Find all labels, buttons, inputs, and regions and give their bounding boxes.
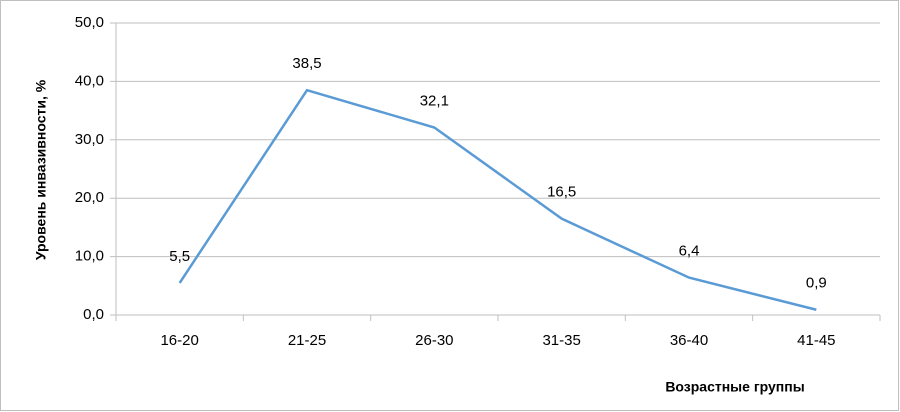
y-axis-label: Уровень инвазивности, %: [33, 79, 49, 260]
x-tick-label: 31-35: [542, 332, 580, 349]
data-label: 0,9: [806, 275, 827, 292]
y-tick-label: 20,0: [75, 189, 104, 206]
data-label: 32,1: [420, 93, 449, 110]
y-tick-label: 30,0: [75, 131, 104, 148]
x-tick-label: 21-25: [288, 332, 326, 349]
x-tick-label: 41-45: [797, 332, 835, 349]
x-tick-label: 36-40: [670, 332, 708, 349]
data-label: 6,4: [679, 243, 700, 260]
data-label: 16,5: [547, 184, 576, 201]
data-label: 38,5: [292, 55, 321, 72]
y-tick-label: 10,0: [75, 248, 104, 265]
x-tick-label: 26-30: [415, 332, 453, 349]
x-axis-label: Возрастные группы: [665, 379, 804, 395]
data-label: 5,5: [169, 248, 190, 265]
y-tick-label: 40,0: [75, 72, 104, 89]
data-line: [178, 88, 817, 311]
y-tick-label: 50,0: [75, 14, 104, 31]
x-tick-label: 16-20: [160, 332, 198, 349]
y-tick-label: 0,0: [83, 306, 104, 323]
